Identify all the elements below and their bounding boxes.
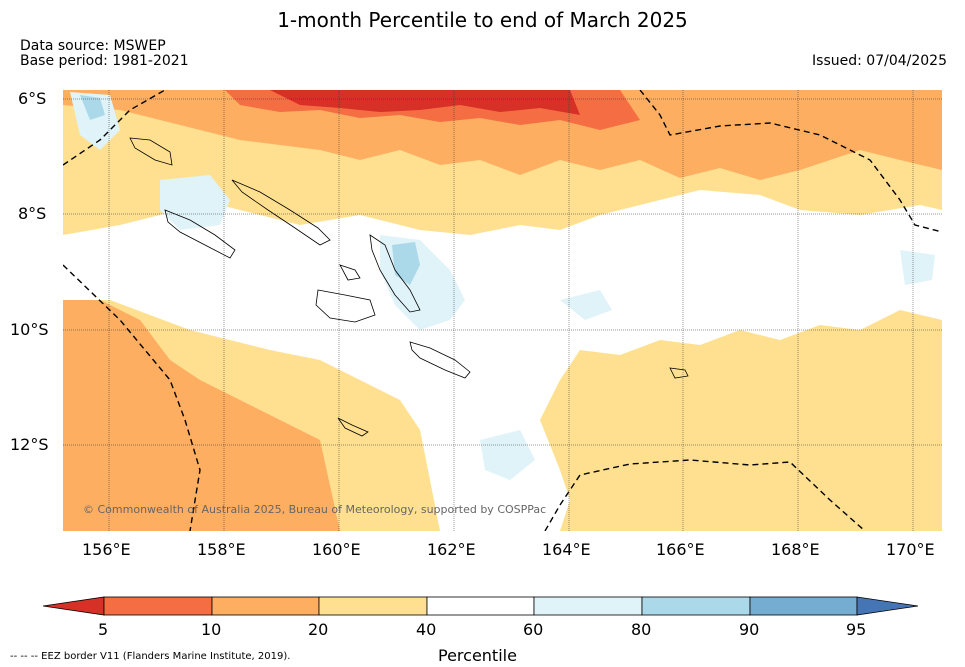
colorbar-40-60 xyxy=(426,596,535,616)
colorbar-tick: 60 xyxy=(523,620,544,639)
colorbar-80-90 xyxy=(641,596,751,616)
colorbar xyxy=(42,596,919,616)
colorbar-tick: 95 xyxy=(846,620,867,639)
lat-label-12s: 12°S xyxy=(10,435,49,454)
lat-label-10s: 10°S xyxy=(10,320,49,339)
colorbar-tick: 80 xyxy=(631,620,652,639)
colorbar-5-10 xyxy=(103,596,213,616)
lon-label-158e: 158°E xyxy=(197,540,246,559)
colorbar-60-80 xyxy=(533,596,643,616)
graticule xyxy=(63,90,942,531)
percentile-field xyxy=(63,90,942,531)
lon-label-168e: 168°E xyxy=(771,540,820,559)
colorbar-tick: 90 xyxy=(739,620,760,639)
base-period-label: Base period: 1981-2021 xyxy=(20,53,189,69)
colorbar-20-40 xyxy=(318,596,428,616)
colorbar-label: Percentile xyxy=(438,646,517,665)
lat-label-8s: 8°S xyxy=(18,204,47,223)
colorbar-tick: 10 xyxy=(201,620,222,639)
chart-title: 1-month Percentile to end of March 2025 xyxy=(277,8,688,32)
lon-label-164e: 164°E xyxy=(542,540,591,559)
lon-label-170e: 170°E xyxy=(886,540,935,559)
lat-label-6s: 6°S xyxy=(18,89,47,108)
colorbar-below-5 xyxy=(42,596,105,616)
lon-label-166e: 166°E xyxy=(656,540,705,559)
lon-label-160e: 160°E xyxy=(312,540,361,559)
issued-date-label: Issued: 07/04/2025 xyxy=(812,53,947,69)
lon-label-156e: 156°E xyxy=(82,540,131,559)
colorbar-tick: 5 xyxy=(98,620,109,639)
copyright-notice: © Commonwealth of Australia 2025, Bureau… xyxy=(83,503,547,516)
colorbar-tick: 20 xyxy=(308,620,329,639)
eez-borders xyxy=(63,90,942,531)
colorbar-tick: 40 xyxy=(416,620,437,639)
lon-label-162e: 162°E xyxy=(427,540,476,559)
eez-legend-note: -- -- -- EEZ border V11 (Flanders Marine… xyxy=(10,651,291,662)
data-source-label: Data source: MSWEP xyxy=(20,38,166,54)
colorbar-90-95 xyxy=(749,596,858,616)
colorbar-10-20 xyxy=(211,596,320,616)
coastline-outlines xyxy=(129,137,689,437)
colorbar-above-95 xyxy=(856,596,919,616)
